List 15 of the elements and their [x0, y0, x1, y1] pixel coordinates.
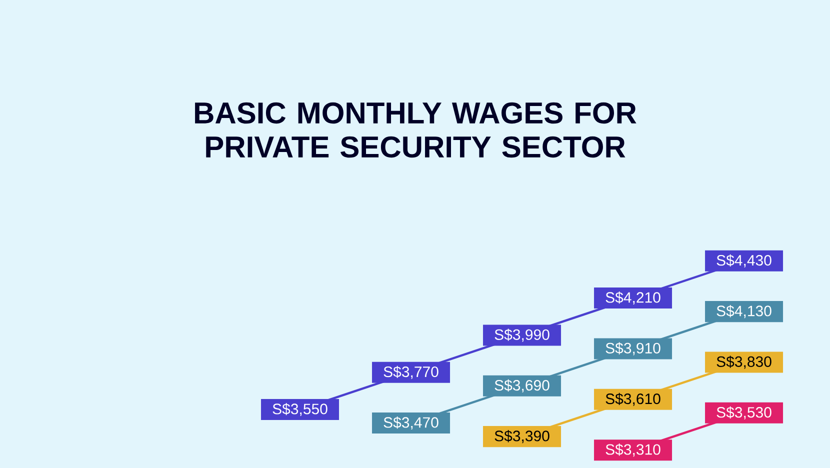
- data-label: S$3,530: [716, 406, 772, 420]
- data-label: S$3,550: [272, 403, 328, 416]
- data-label: S$4,210: [606, 292, 660, 305]
- data-label: S$3,830: [716, 356, 772, 369]
- chart-title: BASIC MONTHLY WAGES FOR PRIVATE SECURITY SECTOR: [195, 102, 636, 158]
- data-label: S$3,610: [606, 392, 660, 406]
- data-label: S$3,310: [606, 444, 660, 457]
- data-label: S$3,990: [494, 328, 550, 342]
- data-label: S$3,690: [494, 379, 550, 392]
- data-label: S$4,130: [716, 305, 772, 318]
- data-label: S$3,470: [384, 416, 438, 430]
- data-label: S$3,390: [494, 430, 550, 444]
- data-label: S$3,770: [384, 366, 438, 379]
- data-label: S$4,430: [716, 254, 772, 268]
- data-label: S$3,910: [606, 342, 660, 356]
